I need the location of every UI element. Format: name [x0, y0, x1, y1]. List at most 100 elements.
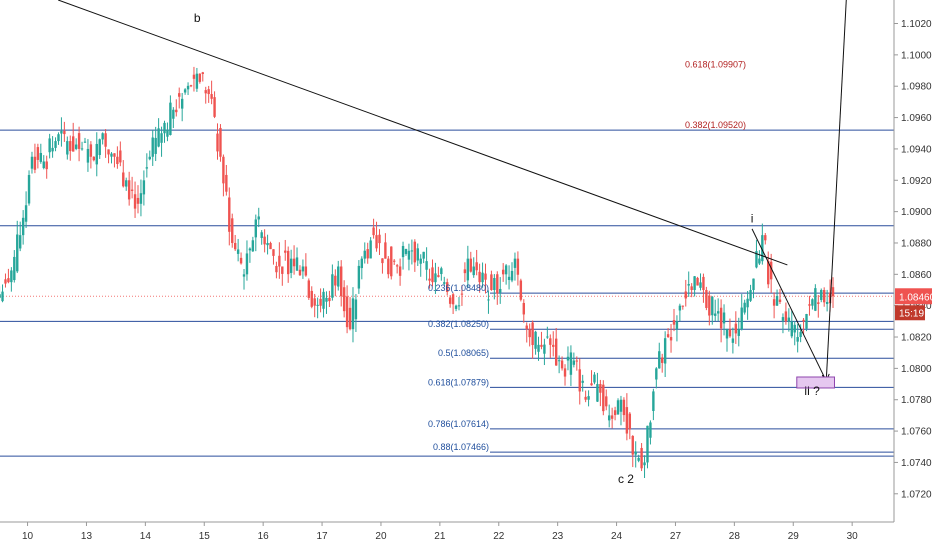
candle-body: [531, 322, 534, 346]
candle-body: [708, 295, 711, 316]
candle-body: [413, 241, 417, 263]
candle-body: [563, 368, 567, 377]
candle-body: [195, 73, 199, 89]
candle-body: [749, 290, 752, 301]
candle-body: [684, 291, 687, 299]
candle-body: [478, 271, 481, 283]
candle-body: [781, 317, 785, 321]
candle-body: [496, 274, 499, 294]
candle-body: [634, 451, 637, 455]
candle-body: [325, 297, 328, 302]
candle-body: [257, 216, 260, 220]
candle-body: [192, 74, 196, 79]
candle-body: [242, 274, 246, 277]
candle-body: [431, 267, 434, 283]
candle-body: [122, 172, 125, 187]
candle-body: [557, 360, 561, 362]
y-tick-label: 1.08200: [901, 333, 932, 344]
y-tick-label: 1.09200: [901, 176, 932, 187]
y-tick-label: 1.09800: [901, 82, 932, 93]
candle-body: [236, 249, 240, 254]
candle-body: [289, 258, 293, 273]
candle-body: [584, 396, 587, 400]
candle-body: [593, 374, 596, 383]
countdown-label: 15:19: [899, 308, 924, 319]
candle-body: [328, 297, 331, 302]
candle-body: [263, 236, 266, 245]
candle-body: [705, 290, 708, 308]
candle-body: [286, 250, 290, 275]
candle-body: [784, 311, 788, 322]
candle-body: [652, 391, 655, 412]
candle-body: [490, 274, 493, 290]
candle-body: [331, 274, 334, 298]
candle-body: [10, 270, 13, 283]
candle-body: [378, 234, 381, 244]
candle-body: [322, 291, 325, 309]
candle-body: [69, 141, 72, 152]
candle-body: [772, 299, 776, 306]
candle-body: [440, 268, 443, 275]
candle-body: [175, 109, 178, 113]
candle-body: [625, 407, 629, 434]
candle-body: [387, 258, 390, 275]
candle-body: [0, 294, 1, 298]
candle-body: [157, 128, 160, 147]
candle-body: [628, 413, 632, 430]
candle-body: [18, 235, 22, 249]
candle-body: [513, 258, 517, 268]
candle-body: [307, 280, 311, 298]
candle-body: [251, 240, 255, 252]
candle-body: [549, 338, 552, 345]
candle-body: [60, 130, 63, 134]
x-tick-label: 13: [81, 531, 93, 542]
candle-body: [351, 298, 355, 330]
candle-body: [443, 282, 446, 284]
candle-body: [525, 325, 528, 330]
candle-body: [213, 97, 216, 117]
candle-body: [466, 258, 470, 281]
candle-body: [675, 321, 679, 329]
candle-body: [481, 272, 484, 283]
candle-body: [669, 337, 673, 341]
candle-body: [719, 307, 723, 329]
fib-label: 0.5(1.08065): [438, 348, 489, 358]
x-tick-label: 29: [788, 531, 800, 542]
candle-body: [714, 313, 717, 316]
fib-labels: 0.618(1.09907) 0.382(1.09520) 0.236(1.0848…: [428, 59, 746, 452]
candle-body: [716, 311, 720, 314]
candle-body: [722, 312, 726, 324]
candle-body: [160, 133, 163, 143]
candle-body: [552, 344, 555, 347]
candle-body: [57, 134, 60, 142]
candle-body: [313, 298, 316, 306]
candle-body: [66, 141, 69, 155]
fib-label: 0.88(1.07466): [433, 442, 489, 452]
candle-body: [425, 261, 428, 270]
candle-body: [357, 265, 361, 289]
candle-body: [743, 302, 746, 313]
candle-body: [622, 399, 626, 416]
candle-body: [572, 360, 576, 365]
candle-body: [163, 122, 166, 134]
y-tick-label: 1.09400: [901, 144, 932, 155]
candle-body: [658, 351, 661, 369]
candle-body: [269, 242, 272, 250]
x-tick-label: 10: [22, 531, 34, 542]
trendline: [825, 0, 847, 381]
candle-body: [198, 73, 202, 82]
candle-body: [678, 305, 682, 311]
candle-body: [808, 304, 811, 306]
candle-body: [142, 180, 146, 195]
candle-body: [151, 137, 154, 157]
candle-body: [45, 161, 48, 170]
current-price-tag: 1.08460 15:19: [895, 288, 932, 321]
y-axis: 1.10200 1.10000 1.09800 1.09600 1.09400 1.092…: [893, 0, 932, 550]
y-tick-label: 1.07200: [901, 489, 932, 500]
candle-body: [139, 193, 143, 204]
y-tick-label: 1.07800: [901, 395, 932, 406]
candle-body: [204, 90, 207, 94]
y-tick-label: 1.10000: [901, 50, 932, 61]
